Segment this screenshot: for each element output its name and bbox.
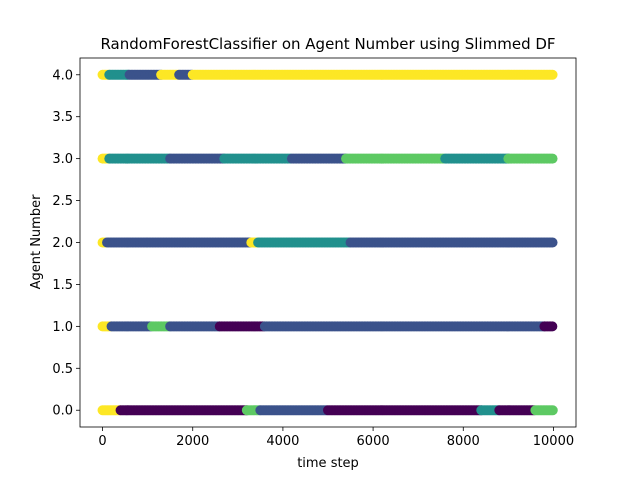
chart-title: RandomForestClassifier on Agent Number u… — [100, 35, 555, 53]
x-tick-label: 10000 — [533, 434, 574, 449]
data-point — [547, 237, 558, 248]
data-points — [97, 69, 558, 416]
y-tick-label: 0.5 — [52, 362, 73, 377]
x-tick-label: 2000 — [176, 434, 209, 449]
data-point — [547, 69, 558, 80]
x-axis-label: time step — [297, 456, 359, 471]
y-tick-label: 1.0 — [52, 320, 73, 335]
plot-frame — [79, 57, 577, 428]
data-point — [547, 153, 558, 164]
y-tick-label: 2.0 — [52, 236, 73, 251]
x-tick-label: 4000 — [266, 434, 299, 449]
y-axis-label: Agent Number — [29, 194, 44, 289]
x-tick-label: 6000 — [357, 434, 390, 449]
y-tick-label: 1.5 — [52, 278, 73, 293]
y-tick-label: 3.0 — [52, 152, 73, 167]
data-point — [547, 405, 558, 416]
data-point — [547, 321, 558, 332]
x-tick-label: 0 — [98, 434, 106, 449]
y-tick-label: 4.0 — [52, 68, 73, 83]
y-tick-label: 2.5 — [52, 194, 73, 209]
y-tick-label: 3.5 — [52, 110, 73, 125]
x-axis-ticks: 0 2000 4000 6000 8000 10000 — [98, 427, 574, 449]
y-tick-label: 0.0 — [52, 404, 73, 419]
x-tick-label: 8000 — [447, 434, 480, 449]
y-axis-ticks: 0.0 0.5 1.0 1.5 2.0 2.5 3.0 3.5 4.0 — [52, 68, 80, 419]
